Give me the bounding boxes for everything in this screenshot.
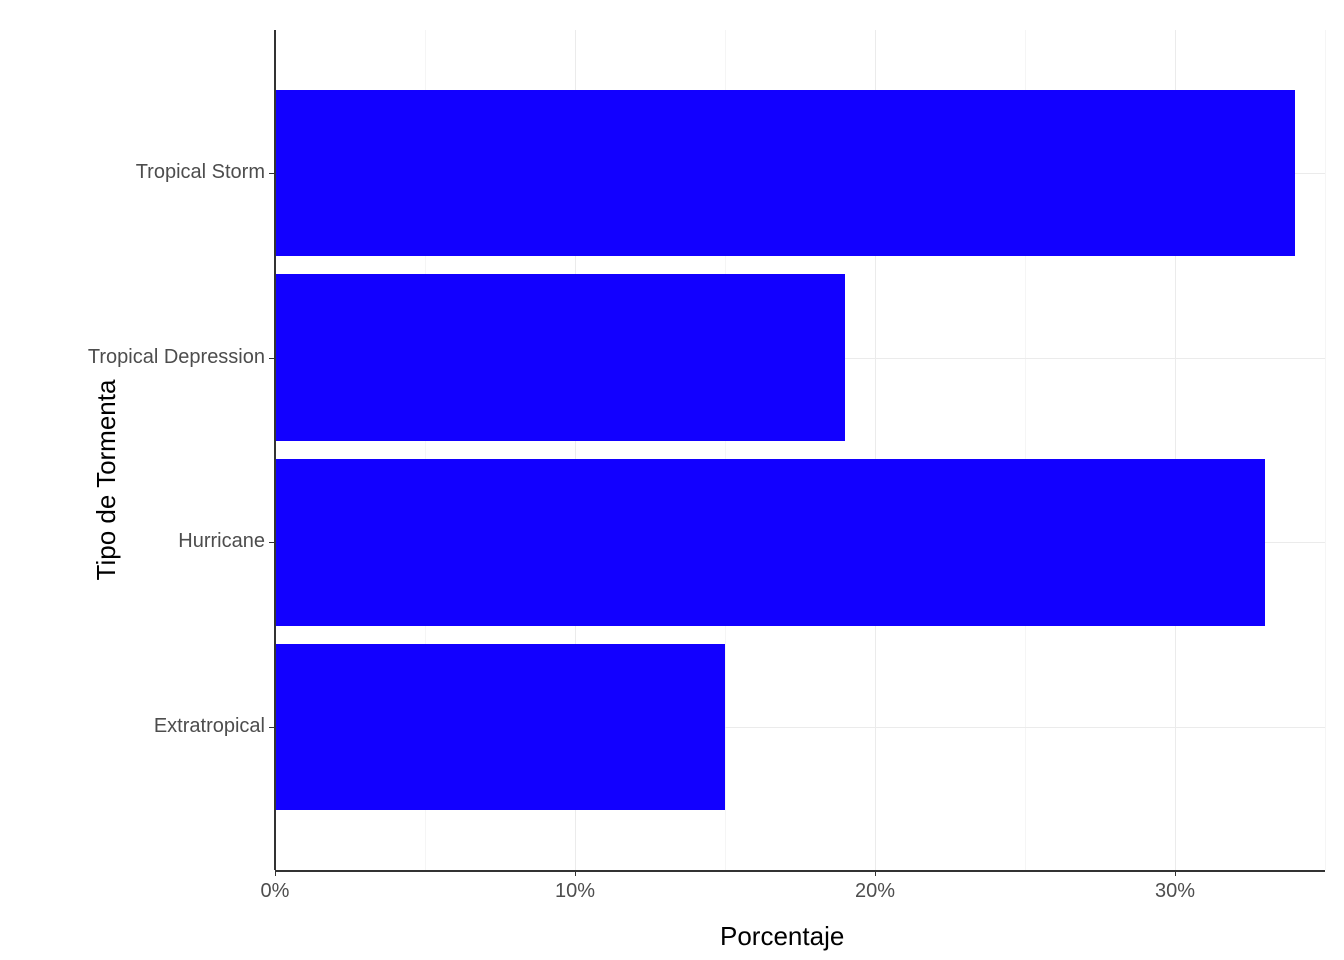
y-tick-mark (269, 173, 275, 174)
chart-container: Tipo de Tormenta Porcentaje Tropical Sto… (0, 0, 1344, 960)
y-tick-label: Tropical Storm (65, 161, 265, 184)
x-tick-mark (875, 870, 876, 876)
y-tick-label: Extratropical (65, 715, 265, 738)
x-axis-label: Porcentaje (720, 921, 844, 952)
x-tick-mark (575, 870, 576, 876)
x-tick-label: 30% (1155, 880, 1195, 903)
x-tick-label: 0% (261, 880, 290, 903)
bar (275, 274, 845, 440)
y-tick-mark (269, 542, 275, 543)
plot-area (275, 30, 1325, 870)
x-tick-label: 20% (855, 880, 895, 903)
y-tick-label: Hurricane (65, 530, 265, 553)
bar (275, 459, 1265, 625)
y-tick-mark (269, 727, 275, 728)
x-tick-mark (1175, 870, 1176, 876)
y-axis-line (274, 30, 276, 870)
bar (275, 90, 1295, 256)
y-tick-mark (269, 358, 275, 359)
x-tick-mark (275, 870, 276, 876)
x-axis-line (275, 870, 1325, 872)
grid-minor-v (1325, 30, 1326, 870)
x-tick-label: 10% (555, 880, 595, 903)
y-tick-label: Tropical Depression (65, 346, 265, 369)
bar (275, 644, 725, 810)
